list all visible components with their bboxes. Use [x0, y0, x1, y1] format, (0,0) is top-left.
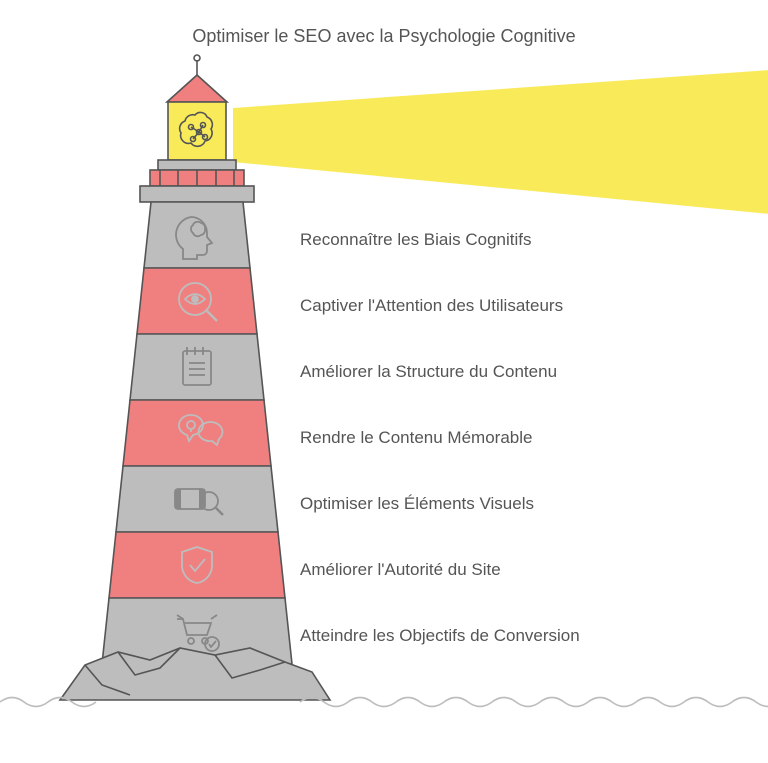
lantern-gallery [140, 160, 254, 202]
stripe-6 [109, 532, 285, 598]
stripe-5 [116, 466, 278, 532]
lantern-roof [167, 55, 227, 102]
light-beam [233, 70, 768, 214]
waves-right [300, 698, 768, 707]
stripe-label-7: Atteindre les Objectifs de Conversion [300, 626, 580, 646]
stripe-label-4: Rendre le Contenu Mémorable [300, 428, 532, 448]
stripe-label-2: Captiver l'Attention des Utilisateurs [300, 296, 563, 316]
stripe-label-3: Améliorer la Structure du Contenu [300, 362, 557, 382]
stripe-label-1: Reconnaître les Biais Cognitifs [300, 230, 532, 250]
stripe-label-6: Améliorer l'Autorité du Site [300, 560, 501, 580]
stripe-label-5: Optimiser les Éléments Visuels [300, 494, 534, 514]
stripe-3 [130, 334, 264, 400]
lighthouse-infographic: Optimiser le SEO avec la Psychologie Cog… [0, 0, 768, 763]
